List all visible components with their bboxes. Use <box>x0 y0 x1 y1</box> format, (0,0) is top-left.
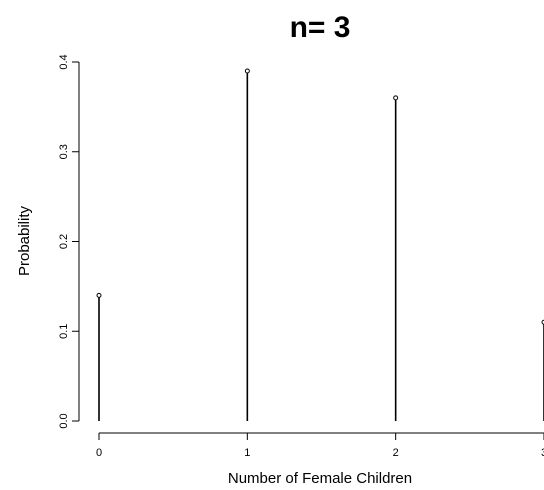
stems-group <box>96 68 544 421</box>
x-axis-label: Number of Female Children <box>228 470 412 487</box>
x-tick-label: 1 <box>244 447 250 459</box>
y-tick-label: 0.2 <box>58 234 70 249</box>
x-tick-label: 3 <box>541 447 544 459</box>
y-axis-label: Probability <box>16 205 33 276</box>
stem-point <box>244 68 250 74</box>
x-tick-label: 0 <box>96 447 102 459</box>
y-tick-label: 0.4 <box>58 54 70 69</box>
stem-point <box>393 95 399 101</box>
x-ticks-group: 0 1 2 3 <box>96 433 544 459</box>
chart-title: n= 3 <box>290 11 351 44</box>
y-tick-label: 0.1 <box>58 324 70 339</box>
y-tick-label: 0.3 <box>58 144 70 159</box>
y-tick-label: 0.0 <box>58 413 70 428</box>
x-tick-label: 2 <box>393 447 399 459</box>
y-ticks-group: 0.0 0.1 0.2 0.3 0.4 <box>58 54 79 429</box>
stem-point <box>96 292 102 298</box>
